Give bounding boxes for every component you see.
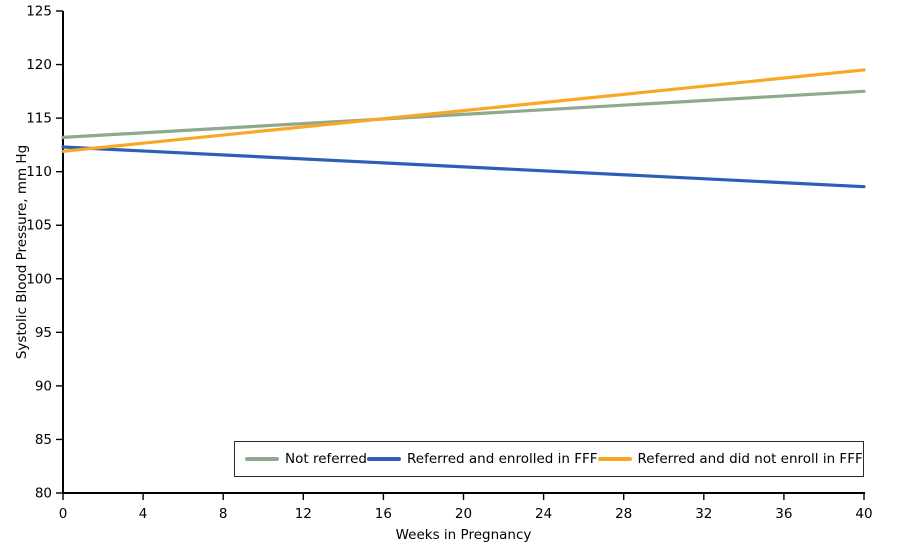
y-tick-label: 120 xyxy=(26,57,52,73)
x-tick-label: 20 xyxy=(455,506,472,522)
legend-label-not-referred: Not referred xyxy=(285,451,368,467)
legend-swatch-enrolled xyxy=(367,457,402,461)
y-tick-label: 85 xyxy=(35,432,52,448)
x-tick-label: 0 xyxy=(59,506,68,522)
x-tick-label: 40 xyxy=(855,506,872,522)
y-tick-label: 95 xyxy=(35,325,52,341)
legend-item-not-enrolled: Referred and did not enroll in FFF xyxy=(597,451,863,467)
x-tick-label: 8 xyxy=(219,506,228,522)
legend-swatch-not-enrolled xyxy=(597,457,632,461)
legend-item-enrolled: Referred and enrolled in FFF xyxy=(367,451,598,467)
y-tick-label: 90 xyxy=(35,378,52,394)
x-tick-label: 24 xyxy=(535,506,552,522)
legend: Not referred Referred and enrolled in FF… xyxy=(234,441,864,477)
y-tick-label: 80 xyxy=(35,486,52,502)
x-tick-label: 36 xyxy=(775,506,792,522)
x-axis-title: Weeks in Pregnancy xyxy=(396,527,532,543)
x-tick-label: 12 xyxy=(295,506,312,522)
y-tick-label: 105 xyxy=(26,218,52,234)
series-line-referred-and-did-not-enroll-in-fff xyxy=(61,68,866,153)
x-tick-label: 16 xyxy=(375,506,392,522)
legend-label-enrolled: Referred and enrolled in FFF xyxy=(407,451,598,467)
series-line-not-referred xyxy=(61,89,866,139)
legend-item-not-referred: Not referred xyxy=(245,451,367,467)
x-tick-label: 28 xyxy=(615,506,632,522)
legend-label-not-enrolled: Referred and did not enroll in FFF xyxy=(637,451,863,467)
x-tick-label: 32 xyxy=(695,506,712,522)
y-tick-label: 100 xyxy=(26,271,52,287)
y-axis-title: Systolic Blood Pressure, mm Hg xyxy=(14,145,30,359)
x-tick-label: 4 xyxy=(139,506,148,522)
y-tick-label: 125 xyxy=(26,4,52,20)
y-tick-label: 110 xyxy=(26,164,52,180)
series-line-referred-and-enrolled-in-fff xyxy=(61,145,866,189)
y-tick-label: 115 xyxy=(26,111,52,127)
legend-swatch-not-referred xyxy=(245,457,279,461)
